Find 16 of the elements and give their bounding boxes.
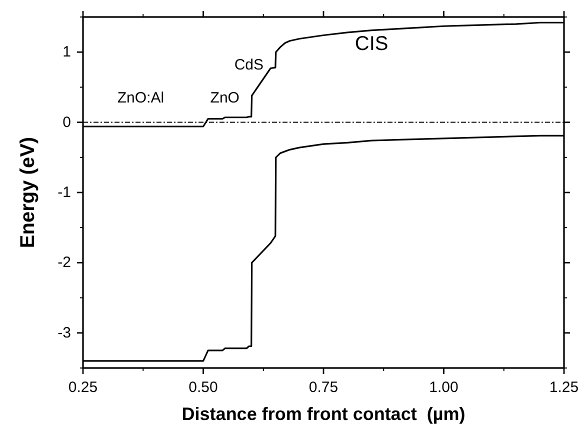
y-tick-label: -2 (58, 254, 71, 272)
x-tick-label: 1.25 (549, 379, 579, 396)
y-tick-label: 1 (62, 44, 71, 61)
annotation: ZnO (210, 90, 240, 107)
x-tick-label: 0.50 (188, 379, 218, 396)
x-tick-label: 0.25 (68, 379, 98, 396)
y-tick-label: -1 (58, 184, 71, 201)
annotation: CdS (234, 56, 264, 74)
annotation: CIS (354, 32, 388, 55)
annotation: ZnO:Al (117, 90, 164, 107)
y-tick-label: 0 (62, 114, 71, 131)
y-axis-title: Energy (eV) (17, 136, 39, 248)
x-axis-title: Distance from front contact (µm) (182, 404, 466, 424)
x-tick-label: 0.75 (308, 379, 338, 396)
y-tick-label: -3 (58, 324, 71, 342)
x-tick-label: 1.00 (429, 379, 458, 396)
